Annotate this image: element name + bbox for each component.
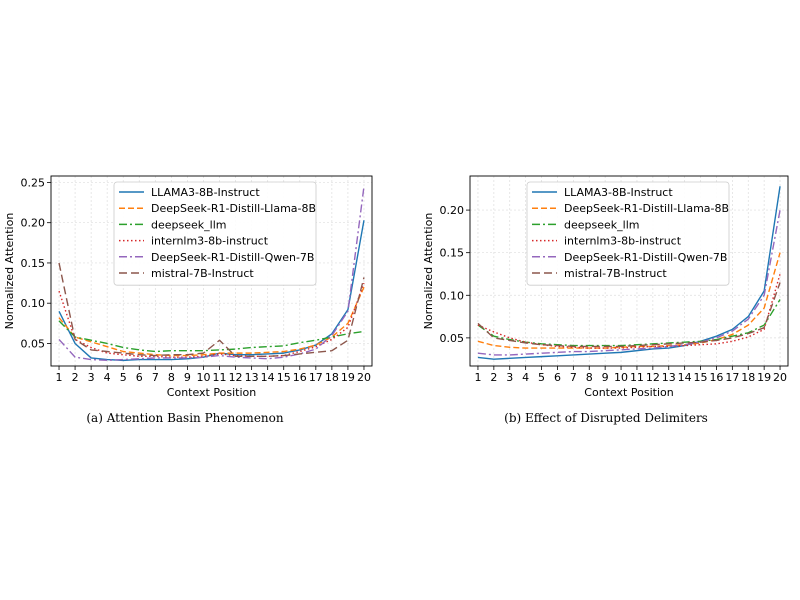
series-line (477, 252, 781, 349)
x-tick-label: 4 (104, 371, 111, 384)
x-tick-label: 1 (474, 371, 481, 384)
x-tick-label: 1 (56, 371, 63, 384)
x-tick-label: 8 (586, 371, 593, 384)
series-line (477, 186, 781, 360)
legend-label: LLAMA3-8B-Instruct (151, 186, 260, 199)
x-tick-label: 17 (725, 371, 739, 384)
legend-label: mistral-7B-Instruct (151, 267, 254, 280)
grid (470, 176, 788, 366)
x-tick-label: 14 (678, 371, 692, 384)
y-tick-label: 0.05 (440, 332, 465, 345)
y-tick-label: 0.15 (21, 257, 46, 270)
x-tick-label: 19 (757, 371, 771, 384)
x-tick-label: 16 (709, 371, 723, 384)
x-tick-label: 18 (325, 371, 339, 384)
x-tick-label: 17 (309, 371, 323, 384)
x-tick-label: 15 (694, 371, 708, 384)
chart-panel-b: 1 2 3 4 5 6 7 8 9 10 11 12 13 14 15 16 17 18 19 200.050.100… (422, 175, 789, 399)
legend-label: LLAMA3-8B-Instruct (564, 186, 673, 199)
series-line (58, 320, 365, 353)
legend-label: internlm3-8b-instruct (564, 235, 682, 248)
x-tick-label: 7 (152, 371, 159, 384)
series-line (477, 273, 781, 349)
y-tick-label: 0.10 (21, 297, 46, 310)
legend-label: internlm3-8b-instruct (151, 235, 269, 248)
x-tick-label: 18 (741, 371, 755, 384)
x-tick-label: 20 (773, 371, 787, 384)
y-tick-label: 0.20 (440, 204, 465, 217)
x-tick-label: 10 (614, 371, 628, 384)
x-tick-label: 2 (72, 371, 79, 384)
x-tick-label: 15 (277, 371, 291, 384)
x-tick-label: 3 (506, 371, 513, 384)
x-tick-label: 6 (554, 371, 561, 384)
y-tick-label: 0.05 (21, 337, 46, 350)
axes-frame (469, 175, 789, 367)
x-tick-label: 16 (293, 371, 307, 384)
x-tick-label: 10 (196, 371, 210, 384)
x-axis-label: Context Position (584, 386, 673, 399)
axes-frame (50, 175, 373, 367)
legend-label: DeepSeek-R1-Distill-Qwen-7B (564, 251, 727, 264)
legend-label: deepseek_llm (564, 218, 639, 231)
x-tick-label: 12 (229, 371, 243, 384)
series-line (58, 186, 365, 362)
legend-label: mistral-7B-Instruct (564, 267, 667, 280)
x-tick-label: 13 (662, 371, 676, 384)
x-tick-label: 9 (602, 371, 609, 384)
series-line (58, 286, 365, 357)
x-tick-label: 11 (213, 371, 227, 384)
legend-label: DeepSeek-R1-Distill-Llama-8B (151, 202, 316, 215)
y-axis-label: Normalized Attention (3, 213, 16, 330)
legend-label: deepseek_llm (151, 218, 226, 231)
x-tick-label: 9 (184, 371, 191, 384)
y-axis-label: Normalized Attention (422, 213, 435, 330)
caption-a: (a) Attention Basin Phenomenon (86, 411, 284, 425)
legend-label: DeepSeek-R1-Distill-Qwen-7B (151, 251, 314, 264)
x-tick-label: 12 (646, 371, 660, 384)
x-tick-label: 14 (261, 371, 275, 384)
legend-box (113, 181, 317, 286)
x-tick-label: 13 (245, 371, 259, 384)
x-tick-label: 5 (120, 371, 127, 384)
legend-box (526, 181, 730, 286)
x-tick-label: 2 (490, 371, 497, 384)
x-tick-label: 3 (88, 371, 95, 384)
chart-panel-a: 1 2 3 4 5 6 7 8 9 10 11 12 13 14 15 16 17 18 19 200.050.100… (3, 175, 373, 399)
x-tick-label: 5 (538, 371, 545, 384)
y-tick-label: 0.25 (21, 176, 46, 189)
x-tick-label: 11 (630, 371, 644, 384)
x-axis-label: Context Position (167, 386, 256, 399)
series-line (58, 282, 365, 358)
legend: LLAMA3-8B-Instruct DeepSeek-R1-Distill-Ll… (113, 181, 317, 286)
series-line (477, 282, 781, 348)
y-tick-label: 0.15 (440, 247, 465, 260)
x-tick-label: 6 (136, 371, 143, 384)
legend-label: DeepSeek-R1-Distill-Llama-8B (564, 202, 729, 215)
legend: LLAMA3-8B-Instruct DeepSeek-R1-Distill-Ll… (526, 181, 730, 286)
x-tick-label: 19 (341, 371, 355, 384)
y-tick-label: 0.10 (440, 289, 465, 302)
x-tick-label: 7 (570, 371, 577, 384)
series-line (58, 262, 365, 358)
series-line (477, 299, 781, 347)
y-tick-label: 0.20 (21, 217, 46, 230)
caption-b: (b) Effect of Disrupted Delimiters (504, 411, 708, 425)
x-tick-label: 4 (522, 371, 529, 384)
series-line (477, 209, 781, 356)
x-tick-label: 8 (168, 371, 175, 384)
x-tick-label: 20 (357, 371, 371, 384)
